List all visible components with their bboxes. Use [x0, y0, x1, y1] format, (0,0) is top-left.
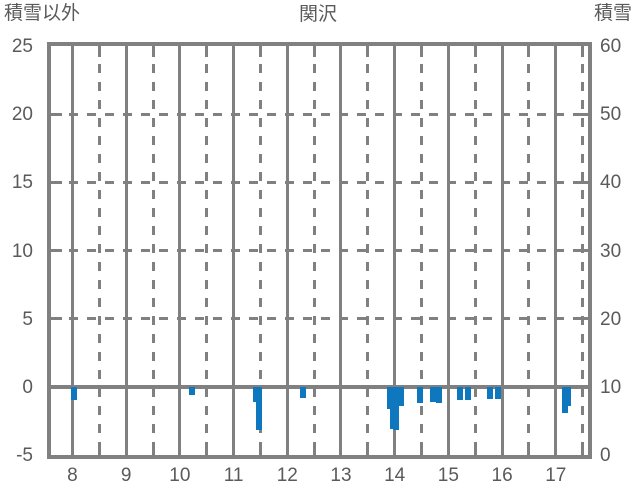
- data-bar: [392, 386, 399, 431]
- y-tick-label-right: 0: [600, 445, 611, 466]
- y-axis-tick: [51, 180, 62, 184]
- data-bar: [565, 386, 572, 406]
- x-axis-tick: [97, 444, 101, 455]
- y-tick-label-left: -5: [16, 445, 33, 466]
- x-tick-label: 13: [330, 465, 352, 486]
- x-tick-label: 15: [437, 465, 459, 486]
- y-tick-label-right: 50: [600, 104, 622, 126]
- x-axis-tick: [527, 444, 531, 455]
- data-bar: [494, 386, 501, 400]
- x-axis-tick: [420, 46, 424, 57]
- x-axis-tick: [151, 46, 155, 57]
- x-tick-label: 10: [169, 465, 191, 486]
- x-axis-tick: [312, 444, 316, 455]
- data-bar: [255, 386, 262, 431]
- y-tick-label-left: 10: [11, 240, 33, 262]
- x-axis-tick: [366, 46, 370, 57]
- data-bar: [465, 386, 472, 401]
- x-tick-label: 16: [491, 465, 513, 486]
- x-axis-tick: [581, 46, 585, 57]
- x-axis-tick: [258, 46, 262, 57]
- y-gridline: [51, 180, 588, 184]
- x-axis-tick: [97, 46, 101, 57]
- data-bar: [435, 386, 442, 404]
- plot-area: [47, 42, 592, 459]
- x-axis-tick: [151, 444, 155, 455]
- x-axis-tick: [473, 46, 477, 57]
- y-tick-label-left: 15: [11, 172, 33, 194]
- data-bar: [70, 386, 77, 401]
- y-tick-label-right: 30: [600, 240, 622, 262]
- y-axis-tick: [51, 112, 62, 116]
- x-tick-label: 17: [545, 465, 567, 486]
- y-axis-tick: [51, 317, 62, 321]
- x-tick-label: 12: [276, 465, 298, 486]
- y-axis-tick: [51, 385, 62, 389]
- x-tick-label: 11: [223, 465, 244, 486]
- x-axis-tick: [473, 444, 477, 455]
- x-axis-tick: [581, 444, 585, 455]
- y-tick-label-right: 40: [600, 172, 622, 194]
- y-gridline: [51, 317, 588, 321]
- x-axis-tick: [258, 444, 262, 455]
- y-axis-tick: [577, 317, 588, 321]
- x-tick-label: 8: [67, 465, 78, 486]
- data-bar: [430, 386, 437, 402]
- y-tick-label-left: 20: [11, 104, 33, 126]
- x-axis-tick: [312, 46, 316, 57]
- right-axis-title: 積雪: [593, 3, 632, 24]
- y-axis-tick: [577, 385, 588, 389]
- data-bar: [457, 386, 464, 401]
- data-bar: [416, 386, 423, 404]
- y-tick-label-right: 10: [600, 376, 622, 398]
- y-axis-tick: [51, 249, 62, 252]
- x-tick-label: 14: [384, 465, 406, 486]
- y-tick-label-left: 0: [22, 376, 33, 398]
- y-tick-label-right: 60: [600, 36, 622, 57]
- y-gridline: [51, 112, 588, 116]
- y-axis-tick: [577, 112, 588, 116]
- data-bar: [398, 386, 405, 406]
- data-bar: [300, 386, 307, 398]
- y-tick-label-left: 25: [11, 36, 33, 57]
- x-axis-tick: [205, 444, 209, 455]
- y-tick-label-left: 5: [22, 308, 33, 330]
- data-bar: [188, 386, 195, 395]
- x-axis-tick: [420, 444, 424, 455]
- x-axis-tick: [205, 46, 209, 57]
- chart-title: 関沢: [298, 4, 337, 25]
- data-bar: [486, 386, 493, 400]
- x-axis-tick: [527, 46, 531, 57]
- plot-inner: [51, 46, 588, 455]
- x-tick-label: 9: [120, 465, 132, 486]
- y-tick-label-right: 20: [600, 308, 622, 330]
- y-axis-tick: [577, 180, 588, 184]
- x-axis-tick: [366, 444, 370, 455]
- y-gridline: [51, 249, 588, 252]
- y-axis-tick: [577, 249, 588, 252]
- left-axis-title: 積雪以外: [4, 3, 81, 24]
- zero-line: [51, 384, 588, 389]
